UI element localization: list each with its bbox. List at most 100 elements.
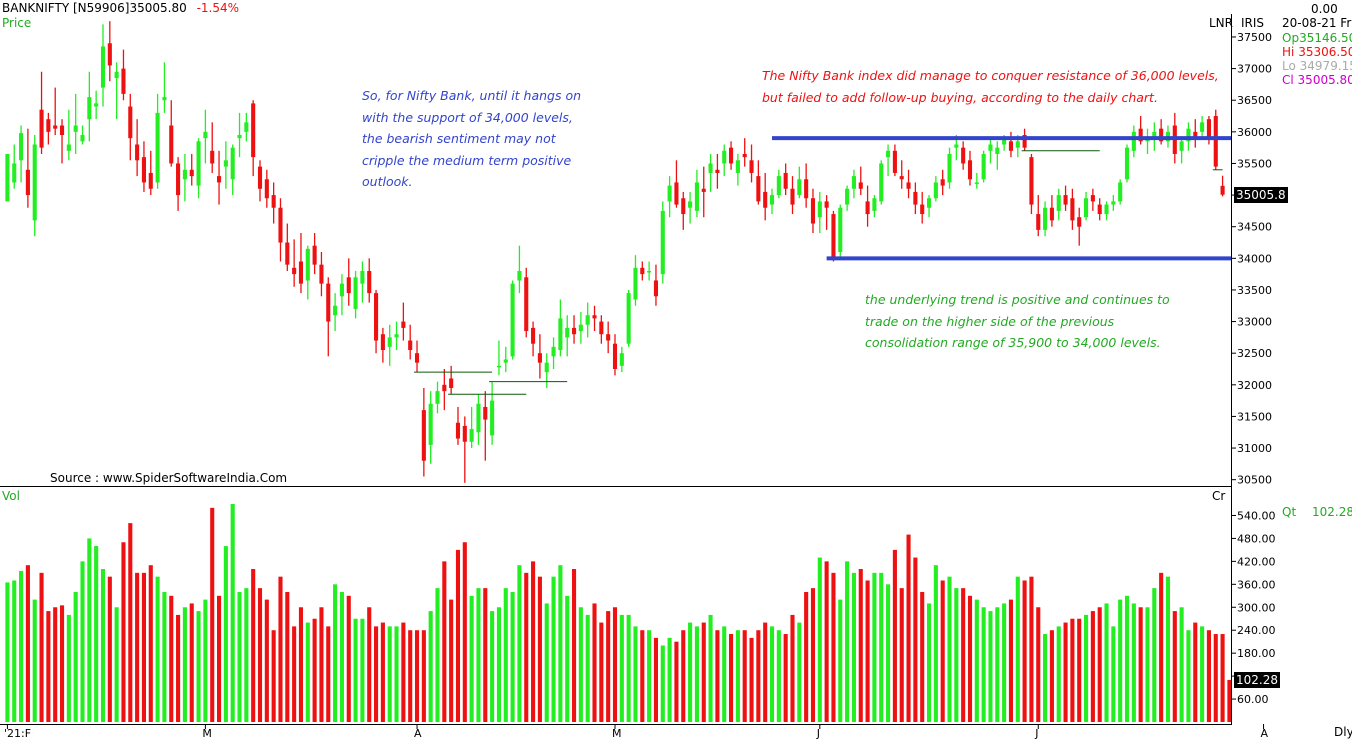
candle-body — [210, 150, 215, 164]
volume-bar — [1138, 607, 1143, 722]
price-tick-label: 36000 — [1237, 126, 1272, 139]
candle — [374, 289, 379, 354]
volume-bar — [46, 611, 51, 722]
volume-bar — [428, 611, 433, 722]
candle-body — [394, 334, 399, 338]
volume-bar — [776, 630, 781, 722]
ohlc-low: Lo 34979.15 — [1282, 59, 1352, 73]
candle — [913, 182, 918, 215]
candle — [148, 150, 153, 196]
symbol-label: BANKNIFTY [N59906]35005.80 -1.54% — [2, 1, 239, 15]
candle — [653, 264, 659, 306]
candle-body — [107, 43, 112, 66]
volume-bar — [360, 618, 365, 722]
volume-bar — [264, 599, 269, 722]
candle — [176, 157, 181, 211]
candle — [1131, 125, 1136, 158]
volume-bar — [319, 607, 324, 722]
candle — [756, 160, 761, 205]
candle-body — [182, 169, 187, 180]
candle-body — [681, 198, 686, 215]
candle — [1063, 185, 1068, 211]
candle-body — [537, 353, 542, 363]
candle — [19, 125, 24, 183]
volume-bar — [933, 565, 938, 722]
volume-bar — [1111, 626, 1116, 722]
volume-bar — [722, 626, 727, 722]
candle — [810, 188, 816, 234]
volume-bar — [783, 634, 788, 722]
candle — [531, 321, 536, 357]
time-tick-label: '21:F — [4, 727, 31, 740]
volume-bar — [333, 584, 338, 722]
volume-bar — [947, 576, 952, 722]
volume-bar — [804, 591, 809, 722]
qt-value: 102.28 — [1312, 505, 1352, 519]
candle-body — [333, 305, 338, 316]
volume-bar — [1097, 607, 1102, 722]
candle-body — [169, 125, 174, 164]
volume-bar — [394, 626, 399, 722]
candle — [524, 267, 529, 338]
candle — [298, 233, 304, 294]
candle — [619, 346, 624, 373]
volume-bar — [1015, 576, 1020, 722]
volume-bar — [708, 614, 713, 722]
candle — [633, 255, 638, 306]
candle — [162, 62, 167, 113]
time-tick-label: M — [202, 727, 212, 740]
volume-bar — [1152, 588, 1157, 722]
candle — [892, 144, 897, 177]
candle — [974, 172, 979, 189]
time-tick-label: A — [414, 727, 422, 740]
candle-body — [1097, 204, 1102, 215]
volume-tick-label: 300.00 — [1237, 601, 1276, 614]
candle — [626, 289, 631, 347]
candle-body — [408, 340, 413, 351]
candle-body — [5, 153, 10, 202]
volume-bar — [292, 626, 297, 722]
candle-body — [667, 185, 672, 202]
candle — [94, 90, 99, 120]
candle-body — [981, 153, 986, 180]
candle — [722, 144, 727, 177]
candle — [967, 150, 973, 186]
volume-bar — [892, 549, 897, 722]
candle — [988, 138, 993, 164]
candle-body — [80, 135, 85, 142]
price-tick-label: 30500 — [1237, 474, 1272, 487]
candle-body — [1206, 119, 1211, 139]
candle-body — [729, 147, 734, 164]
candle-body — [783, 172, 788, 189]
candle — [599, 315, 604, 344]
candle — [414, 340, 420, 373]
volume-bar — [141, 572, 146, 722]
candle — [135, 119, 140, 177]
candle — [210, 122, 215, 173]
price-tick-label: 37000 — [1237, 63, 1272, 76]
volume-bar — [920, 591, 925, 722]
candle-body — [25, 169, 30, 196]
candle-body — [831, 214, 836, 259]
volume-tick-label: 540.00 — [1237, 509, 1276, 522]
candle-body — [851, 176, 856, 189]
volume-bar — [230, 504, 235, 722]
candle-body — [899, 176, 904, 180]
candle — [920, 191, 925, 224]
candle-body — [421, 410, 426, 461]
volume-bar — [442, 561, 447, 722]
candle — [435, 381, 440, 414]
volume-bar — [162, 591, 167, 722]
candle — [333, 293, 338, 332]
volume-bar — [401, 622, 406, 722]
volume-bar — [749, 637, 754, 722]
volume-tick-label: 60.00 — [1237, 693, 1269, 706]
candle-body — [1022, 135, 1027, 148]
candle-body — [1138, 128, 1143, 142]
candle-body — [790, 188, 795, 205]
candle-body — [1118, 182, 1123, 202]
ohlc-open: Op35146.50 — [1282, 31, 1352, 45]
volume-bar — [1056, 626, 1061, 722]
volume-bar — [626, 614, 631, 722]
volume-bar — [94, 546, 99, 722]
